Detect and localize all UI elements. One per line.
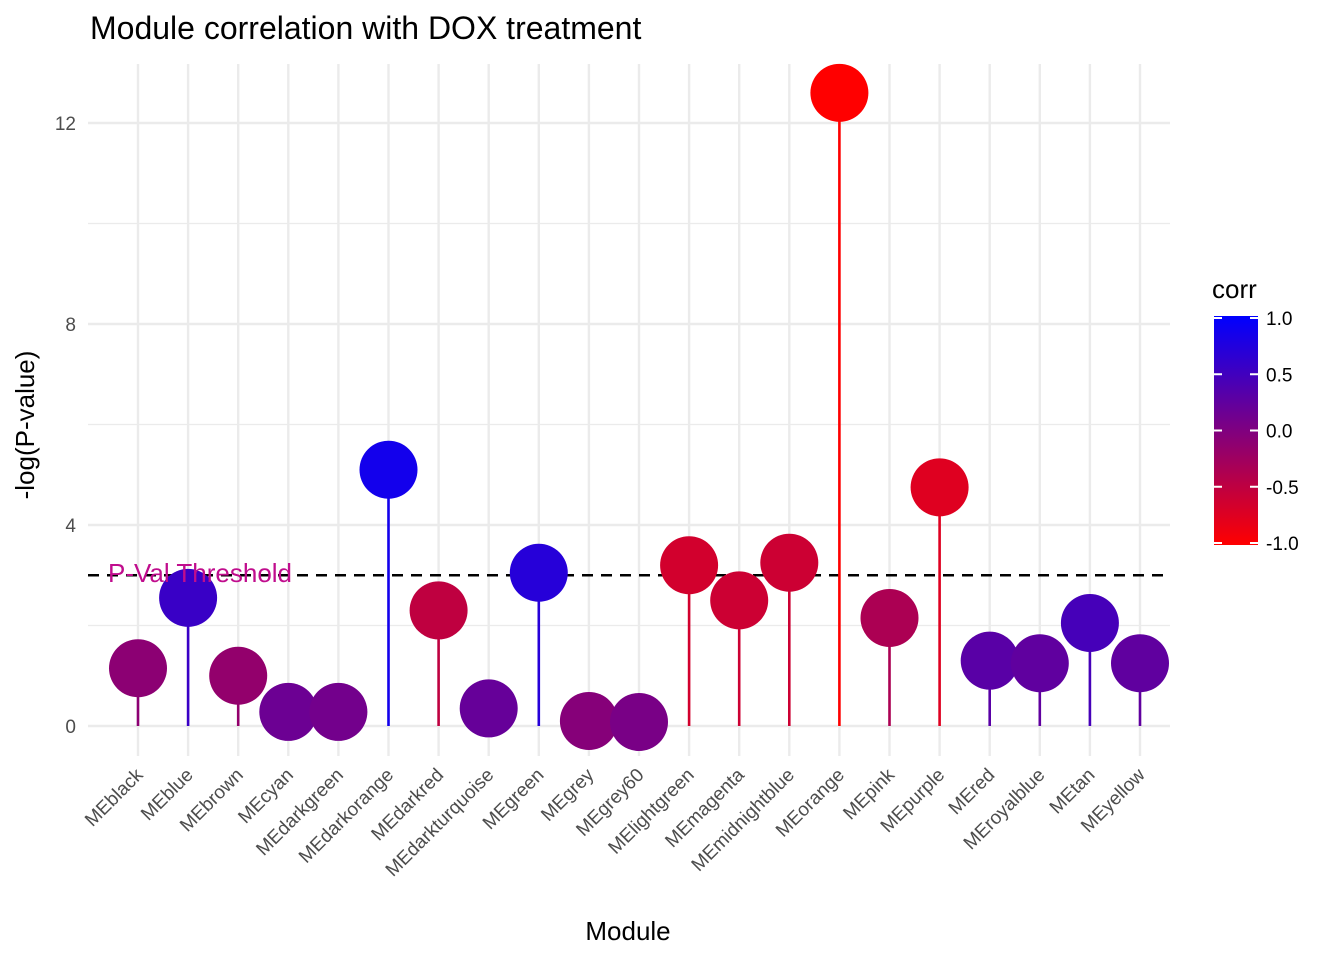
point-MEcyan [259, 682, 318, 741]
point-MEtan [1060, 593, 1119, 652]
point-MEred [960, 631, 1019, 690]
point-MEpink [860, 588, 919, 647]
point-MEdarkturquoise [459, 679, 518, 738]
point-MEdarkred [409, 581, 468, 640]
y-tick-label: 4 [65, 516, 76, 537]
x-axis-title: Module [585, 916, 670, 946]
x-tick-label: MEdarkgreen [252, 765, 348, 861]
point-MEmagenta [710, 571, 769, 630]
point-MEgrey [559, 691, 618, 750]
point-MEbrown [209, 646, 268, 705]
legend-tick-label: 0.5 [1266, 365, 1292, 386]
points [109, 63, 1169, 751]
point-MEblack [109, 639, 167, 698]
y-tick-label: 8 [65, 315, 76, 336]
point-MEroyalblue [1010, 634, 1069, 693]
legend: corr 1.0 0.5 0.0 -0.5 -1.0 [1212, 274, 1299, 555]
point-MEgrey60 [610, 692, 668, 751]
legend-title: corr [1212, 274, 1257, 304]
legend-tick-label: 0.0 [1266, 422, 1292, 443]
y-tick-label: 0 [65, 717, 76, 738]
legend-tick-label: 1.0 [1266, 309, 1292, 330]
point-MEgreen [509, 543, 568, 602]
point-MElightgreen [660, 536, 719, 595]
y-axis-title: -log(P-value) [10, 351, 40, 500]
chart-title: Module correlation with DOX treatment [90, 10, 641, 46]
threshold-label: P-Val Threshold [108, 558, 292, 588]
x-tick-label: MEblack [81, 764, 148, 831]
point-MEpurple [910, 458, 969, 517]
legend-tick-label: -0.5 [1266, 478, 1299, 499]
point-MEyellow [1111, 634, 1169, 693]
y-axis-ticks: 0 4 8 12 [55, 114, 77, 738]
point-MEblue [159, 568, 218, 627]
point-MEorange [810, 63, 869, 122]
point-MEdarkorange [359, 440, 418, 499]
point-MEdarkgreen [309, 682, 368, 741]
x-axis-ticks: MEblackMEblueMEbrownMEcyanMEdarkgreenMEd… [81, 764, 1150, 881]
point-MEmidnightblue [760, 533, 819, 592]
y-tick-label: 12 [55, 114, 76, 135]
legend-tick-label: -1.0 [1266, 534, 1299, 555]
